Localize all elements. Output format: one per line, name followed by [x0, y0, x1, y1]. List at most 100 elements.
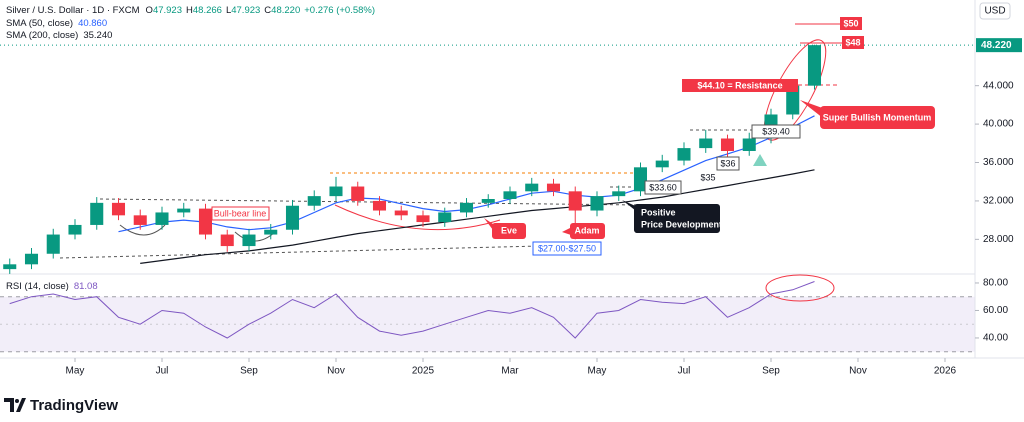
annotation: $27.00-$27.50: [538, 243, 596, 253]
annotation: Price Development: [641, 219, 722, 229]
annotation: Bull-bear line: [214, 208, 267, 218]
ohlc-value: 48.266: [193, 5, 222, 16]
up-arrow: [753, 154, 767, 166]
label-box: [532, 241, 602, 256]
candle-body: [155, 212, 169, 225]
logo-mark: [4, 398, 26, 412]
candle-body: [633, 167, 648, 192]
legend-name: SMA (50, close): [6, 18, 73, 29]
candle-body: [3, 264, 17, 270]
candle-body: [264, 229, 278, 235]
candle-body: [394, 210, 408, 216]
x-tick-label: Nov: [327, 366, 345, 377]
x-tick-label: Jul: [156, 366, 169, 377]
rsi-line: [9, 281, 815, 339]
x-tick-label: May: [588, 366, 607, 377]
label-box: [570, 223, 605, 239]
annotation: $36: [720, 158, 735, 168]
candle-body: [46, 234, 60, 254]
legend-value: 40.860: [78, 18, 107, 29]
candle-body: [285, 205, 300, 230]
annotation: Adam: [574, 225, 599, 235]
candle-body: [742, 138, 756, 151]
logo-dot: [15, 399, 19, 403]
logo: TradingView: [4, 397, 118, 414]
currency-box[interactable]: [979, 2, 1011, 20]
candle-body: [372, 200, 387, 211]
candle-body: [546, 183, 561, 192]
change: +0.276 (+0.58%): [304, 5, 375, 16]
candle-body: [568, 191, 582, 211]
rsi-tick-label: 60.00: [983, 305, 1008, 316]
eve-arc: [334, 204, 501, 231]
drawings: [59, 23, 842, 302]
x-tick-label: Sep: [240, 366, 258, 377]
annotation: $44.10 = Resistance: [697, 80, 782, 90]
candle-body: [677, 148, 691, 161]
candle-body: [590, 196, 604, 211]
x-tick-label: Jul: [678, 366, 691, 377]
legend-name: RSI (14, close): [6, 281, 69, 292]
annotation: $48: [845, 37, 860, 47]
ohlc-key: H: [186, 5, 193, 16]
label-box: [716, 156, 740, 171]
bull-bear-line: [99, 198, 641, 206]
last-price-label: 48.220: [981, 40, 1012, 51]
candle-body: [416, 215, 430, 223]
title: Silver / U.S. Dollar · 1D · FXCM: [6, 5, 140, 16]
candle-body: [699, 138, 713, 149]
x-tick-label: Sep: [762, 366, 780, 377]
legend-rsi: RSI (14, close) 81.08: [6, 281, 98, 292]
candle-body: [438, 212, 452, 223]
brand: TradingView: [30, 397, 118, 414]
annotation: Positive: [641, 207, 676, 217]
annotation: Eve: [501, 225, 517, 235]
y-tick-label: 36.000: [983, 157, 1014, 168]
currency: USD: [984, 6, 1005, 17]
annotation: $33.60: [649, 182, 677, 192]
label-box: [682, 79, 798, 92]
legend-name: SMA (200, close): [6, 30, 78, 41]
candle-body: [220, 234, 234, 247]
candle-body: [329, 186, 343, 197]
legend-value: 81.08: [74, 281, 98, 292]
candle-body: [68, 224, 82, 235]
label-box: [492, 223, 526, 239]
ohlc-key: O: [146, 5, 153, 16]
annotation: $39.40: [762, 126, 790, 136]
last-price-box: [976, 38, 1022, 53]
candle-body: [807, 45, 822, 86]
label-box: [634, 204, 720, 233]
annotation: $35: [700, 172, 715, 182]
candle-body: [351, 186, 365, 201]
candle-body: [198, 208, 213, 235]
candle-body: [503, 191, 517, 200]
ohlc-key: C: [264, 5, 271, 16]
annotation: $50: [843, 18, 858, 28]
legend-value: 35.240: [83, 30, 112, 41]
candle-body: [24, 253, 39, 265]
x-tick-label: 2026: [934, 366, 957, 377]
support-line: [59, 245, 541, 259]
rsi-tick-label: 80.00: [983, 278, 1008, 289]
ohlc-value: 47.923: [231, 5, 260, 16]
ohlc-key: L: [226, 5, 231, 16]
y-tick-label: 28.000: [983, 234, 1014, 245]
label-box: [211, 206, 270, 221]
sma-line: [140, 169, 815, 264]
candle-body: [307, 196, 321, 206]
plot: May Jul Sep Nov 2025 Mar May Jul Sep Nov 2026 28.00…: [0, 38, 1022, 377]
header: Silver / U.S. Dollar · 1D · FXCM O 47.923 H…: [6, 5, 375, 16]
candle-body: [786, 85, 800, 115]
y-tick-label: 32.000: [983, 196, 1014, 207]
y-tick-label: 40.000: [983, 119, 1014, 130]
candle-body: [90, 202, 104, 225]
candle-body: [655, 160, 669, 168]
candle-body: [133, 215, 147, 225]
label-box: [751, 124, 801, 139]
label-box: [644, 180, 682, 195]
label-box: [820, 106, 935, 129]
candle-body: [612, 191, 626, 197]
